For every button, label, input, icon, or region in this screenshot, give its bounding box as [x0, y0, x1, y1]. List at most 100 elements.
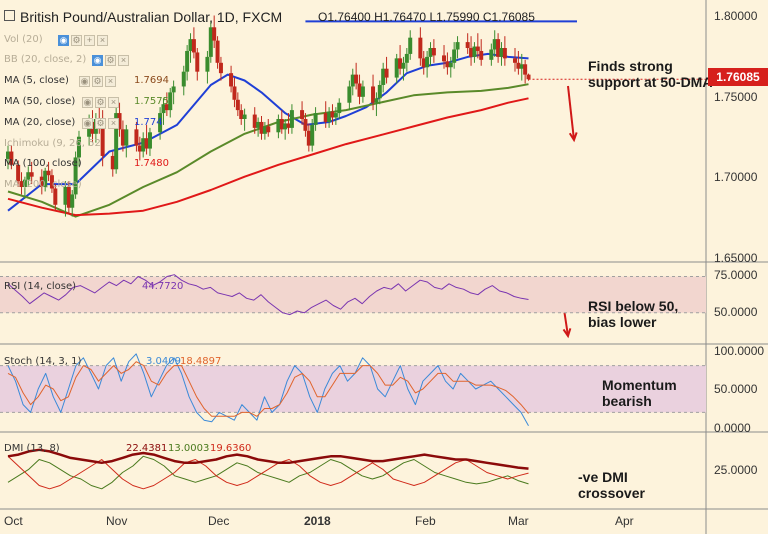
candle-body — [161, 104, 166, 114]
candle-body — [242, 114, 247, 119]
dmi-annotation-line1: -ve DMI — [578, 469, 628, 485]
support-annotation-line1: Finds strong — [588, 58, 673, 74]
candle-body — [114, 113, 119, 170]
candle-body — [6, 151, 10, 159]
candle-body — [262, 126, 267, 134]
ichimoku-indicator-label[interactable]: Ichimoku (9, 26, 52 — [4, 138, 101, 149]
eye-icon[interactable]: ◉ — [79, 76, 90, 87]
dmi-annotation: -ve DMI crossover — [578, 469, 645, 501]
eye-icon[interactable]: ◉ — [92, 55, 103, 66]
vol-indicator-label[interactable]: Vol (20) — [4, 34, 43, 45]
candle-body — [259, 121, 264, 134]
candle-body — [235, 99, 240, 111]
settings-icon[interactable]: ⚙ — [71, 35, 82, 46]
bb-indicator-label[interactable]: BB (20, close, 2) — [4, 54, 87, 65]
ma20-value: 1.774 — [134, 117, 163, 128]
ma200-indicator-label[interactable]: MA (200, close) — [4, 179, 82, 190]
eye-icon[interactable]: ◉ — [82, 118, 93, 129]
dmi-minus-value: 19.6360 — [210, 443, 252, 454]
current-price-tag: 1.76085 — [708, 68, 768, 86]
dmi-label[interactable]: DMI (13, 8) — [4, 443, 60, 454]
candle-body — [147, 132, 152, 149]
rsi-label[interactable]: RSI (14, close) — [4, 281, 77, 292]
candle-body — [479, 50, 484, 60]
candle-body — [523, 64, 528, 75]
symbol-title: British Pound/Australian Dollar, 1D, FXC… — [20, 9, 283, 25]
candle-body — [431, 48, 436, 56]
candle-body — [425, 56, 430, 68]
candle-body — [239, 110, 244, 119]
candle-body — [448, 62, 453, 68]
x-tick-2018: 2018 — [304, 514, 331, 528]
candle-body — [63, 187, 68, 205]
menu-icon[interactable] — [4, 10, 15, 21]
candle-body — [286, 123, 291, 128]
eye-icon[interactable]: ◉ — [58, 35, 69, 46]
rsi-line — [7, 274, 529, 316]
stoch-label[interactable]: Stoch (14, 3, 1) — [4, 356, 82, 367]
candle-body — [46, 170, 51, 176]
candle-body — [16, 164, 21, 182]
dmi-adx-line — [7, 448, 529, 470]
candle-body — [513, 58, 517, 63]
settings-icon[interactable]: ⚙ — [92, 76, 103, 87]
candle-body — [442, 55, 447, 62]
settings-icon[interactable]: ⚙ — [95, 97, 106, 108]
candle-body — [43, 170, 48, 188]
settings-icon[interactable]: ⚙ — [95, 118, 106, 129]
close-icon[interactable]: × — [97, 35, 108, 46]
close-icon[interactable]: × — [118, 55, 129, 66]
x-tick-nov: Nov — [106, 514, 128, 528]
candle-body — [73, 157, 78, 195]
dmi-adx-value: 22.4381 — [126, 443, 168, 454]
stoch-d-line — [7, 361, 529, 417]
rsi-annotation-line2: bias lower — [588, 314, 657, 330]
x-tick-apr: Apr — [615, 514, 634, 528]
candle-body — [22, 179, 27, 188]
candle-body — [418, 37, 423, 59]
close-icon[interactable]: × — [108, 97, 119, 108]
candle-body — [218, 62, 223, 74]
stoch-ytick: 50.0000 — [714, 382, 758, 396]
support-annotation-line2: support at 50-DMA — [588, 74, 713, 90]
candle-body — [49, 175, 54, 189]
eye-icon[interactable]: ◉ — [82, 97, 93, 108]
price-ytick: 1.65000 — [714, 251, 758, 265]
oscillator-band — [0, 276, 706, 313]
rsi-arrow-head — [562, 328, 572, 339]
candle-body — [313, 113, 318, 125]
add-icon[interactable]: + — [84, 35, 95, 46]
ma100-indicator-label[interactable]: MA (100, close) — [4, 158, 82, 169]
candle-body — [229, 73, 234, 87]
ma100-line — [7, 97, 529, 217]
candle-body — [39, 176, 44, 188]
price-ytick: 1.80000 — [714, 9, 758, 23]
rsi-ytick: 75.0000 — [714, 268, 758, 282]
candle-body — [158, 113, 163, 133]
candle-body — [185, 50, 190, 72]
ma5-indicator-label[interactable]: MA (5, close) — [4, 75, 69, 86]
candle-body — [489, 49, 494, 60]
candle-body — [472, 46, 477, 57]
close-icon[interactable]: × — [105, 76, 116, 87]
candle-body — [371, 86, 376, 103]
rsi-annotation: RSI below 50, bias lower — [588, 298, 678, 330]
ma50-indicator-label[interactable]: MA (50, close) — [4, 96, 76, 107]
candle-body — [350, 74, 355, 87]
candle-body — [381, 68, 386, 85]
candle-body — [191, 39, 196, 53]
candle-body — [29, 172, 34, 177]
settings-icon[interactable]: ⚙ — [105, 55, 116, 66]
x-tick-oct: Oct — [4, 514, 23, 528]
candle-body — [195, 52, 200, 72]
candle-body — [404, 53, 409, 63]
ma50-value: 1.7575 — [134, 96, 169, 107]
candle-body — [496, 39, 501, 57]
candle-body — [398, 58, 403, 69]
ohlc-values: O1.76400 H1.76470 L1.75990 C1.76085 — [318, 10, 535, 24]
close-icon[interactable]: × — [108, 118, 119, 129]
dmi-annotation-line2: crossover — [578, 485, 645, 501]
ma20-indicator-label[interactable]: MA (20, close) — [4, 117, 76, 128]
candle-body — [384, 68, 389, 78]
